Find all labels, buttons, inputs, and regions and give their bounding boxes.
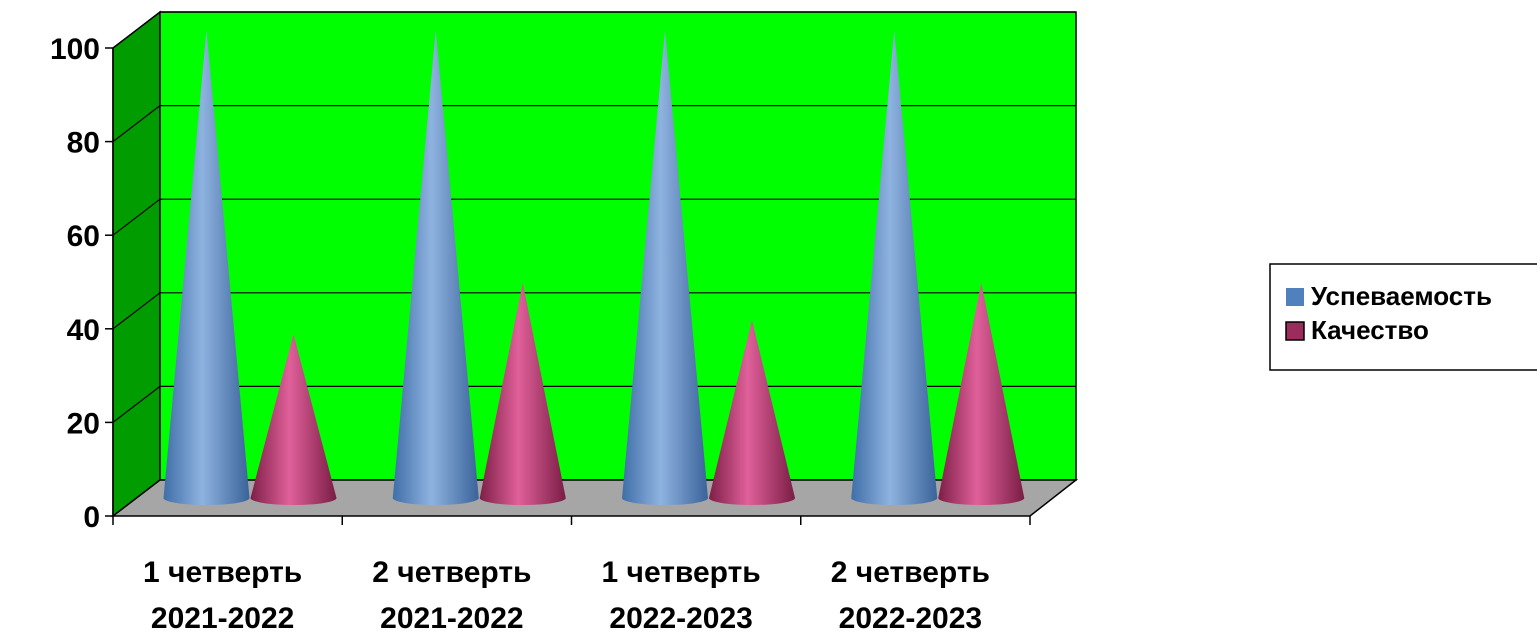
cone-kachestvo <box>938 282 1025 506</box>
gridline-side <box>112 198 161 236</box>
value-axis-tick-labels: 0 20 40 60 80 100 <box>50 33 113 534</box>
cone-body <box>479 282 566 506</box>
gridlines <box>112 11 1076 423</box>
y-tick-label: 80 <box>67 127 100 160</box>
cone-uspevaemost <box>392 30 479 506</box>
y-tick-label: 0 <box>83 501 100 534</box>
gridline-side <box>112 292 161 330</box>
category-label: 2 четверть 2021-2022 <box>372 556 531 635</box>
category-label: 1 четверть 2022-2023 <box>602 556 761 635</box>
y-tick-label: 60 <box>67 220 100 253</box>
floor <box>110 479 1079 517</box>
legend-label: Успеваемость <box>1311 281 1492 311</box>
side-wall <box>112 10 161 518</box>
category-label: 1 четверть 2021-2022 <box>143 556 302 635</box>
cone-body <box>622 30 708 505</box>
legend: Успеваемость Качество <box>1269 263 1537 371</box>
legend-swatch <box>1286 288 1304 306</box>
cone-uspevaemost <box>163 30 250 506</box>
category-axis-labels: 1 четверть 2021-2022 2 четверть 2021-2022 1 … <box>143 556 990 635</box>
category-label: 2 четверть 2022-2023 <box>831 556 990 635</box>
legend-box <box>1269 263 1537 371</box>
cone-body <box>250 334 337 506</box>
gridline-side <box>112 11 161 49</box>
cone-body <box>392 30 479 506</box>
cone-uspevaemost <box>622 30 708 505</box>
legend-label: Качество <box>1311 315 1429 345</box>
cone-body <box>709 320 795 505</box>
cone-body <box>851 30 938 506</box>
y-tick-label: 100 <box>50 33 100 66</box>
y-tick-label: 20 <box>67 407 100 440</box>
cone-kachestvo <box>479 282 566 506</box>
cone-body <box>938 282 1025 506</box>
cone-body <box>163 30 250 506</box>
cone-kachestvo <box>709 320 795 505</box>
cone-kachestvo <box>250 334 337 506</box>
cone-series <box>163 30 1025 506</box>
gridline-side <box>112 105 161 143</box>
category-axis-ticks <box>112 516 1031 525</box>
gridline-side <box>112 385 161 423</box>
y-tick-label: 40 <box>67 314 100 347</box>
cone-uspevaemost <box>851 30 938 506</box>
legend-swatch <box>1285 321 1305 341</box>
